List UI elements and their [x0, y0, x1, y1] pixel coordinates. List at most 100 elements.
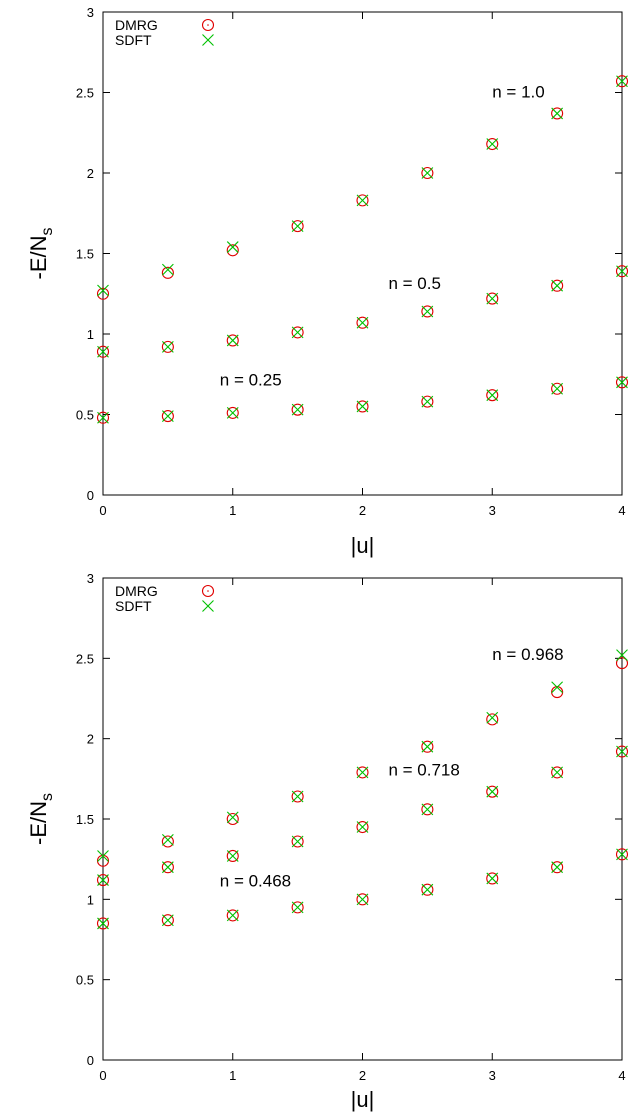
- annotation-label: n = 0.5: [388, 274, 440, 293]
- data-point-sdft: [421, 305, 434, 318]
- data-point-sdft: [616, 75, 628, 88]
- data-point-sdft: [226, 909, 239, 922]
- legend-label: SDFT: [115, 598, 152, 614]
- data-point-sdft: [97, 284, 109, 297]
- data-point-sdft: [226, 241, 239, 253]
- data-point-sdft: [421, 740, 434, 753]
- data-point-sdft: [291, 220, 304, 233]
- data-point-sdft: [356, 400, 369, 413]
- data-point-sdft: [291, 835, 304, 848]
- annotation-label: n = 0.468: [220, 871, 291, 890]
- data-point-sdft: [97, 411, 109, 424]
- data-point-sdft: [551, 107, 564, 120]
- data-point-dmrg: [161, 914, 174, 927]
- data-point-sdft: [551, 861, 564, 874]
- data-point-dmrg: [486, 785, 499, 798]
- legend-label: DMRG: [115, 17, 158, 33]
- data-point-sdft: [291, 403, 304, 416]
- y-tick-label: 2.5: [76, 86, 94, 101]
- y-tick-label: 1.5: [76, 812, 94, 827]
- data-point-sdft: [226, 850, 239, 862]
- legend-label: DMRG: [115, 583, 158, 599]
- data-point-dmrg: [551, 279, 564, 292]
- data-point-dmrg: [226, 406, 239, 419]
- data-point-sdft: [356, 821, 369, 833]
- data-point-dmrg: [421, 395, 434, 408]
- data-point-sdft: [97, 345, 109, 358]
- data-point-dmrg: [615, 657, 629, 670]
- data-point-dmrg: [291, 790, 304, 803]
- data-point-sdft: [486, 785, 499, 798]
- data-point-sdft: [161, 833, 174, 846]
- data-point-dmrg: [226, 244, 239, 257]
- data-point-dmrg: [421, 305, 434, 318]
- y-tick-label: 0: [87, 488, 94, 503]
- y-axis-label-subscript: s: [39, 228, 56, 236]
- data-point-sdft: [291, 326, 304, 339]
- data-point-dmrg: [421, 883, 434, 896]
- y-tick-label: 3: [87, 571, 94, 586]
- data-point-dmrg: [486, 389, 499, 402]
- data-point-sdft: [356, 766, 369, 779]
- data-point-dmrg: [356, 893, 369, 906]
- y-axis-label-main: -E/N: [26, 236, 51, 280]
- data-point-sdft: [486, 138, 499, 150]
- data-point-dmrg: [551, 107, 564, 120]
- data-point-sdft: [421, 167, 434, 179]
- data-point-dmrg: [96, 411, 110, 424]
- data-point-dmrg: [421, 803, 434, 816]
- data-point-dmrg: [161, 835, 174, 848]
- data-point-dmrg: [96, 287, 110, 300]
- annotation-label: n = 0.968: [492, 645, 563, 664]
- data-point-dmrg: [96, 917, 110, 930]
- data-point-sdft: [161, 861, 174, 874]
- data-point-dmrg: [551, 766, 564, 779]
- y-tick-label: 3: [87, 5, 94, 20]
- data-point-dmrg: [615, 75, 629, 88]
- data-point-sdft: [421, 803, 434, 816]
- x-tick-label: 4: [618, 1068, 625, 1083]
- data-point-sdft: [97, 850, 109, 862]
- data-point-dmrg: [226, 849, 239, 863]
- data-point-sdft: [616, 848, 628, 861]
- data-point-dmrg: [486, 872, 499, 885]
- data-point-dmrg: [486, 292, 499, 305]
- data-point-dmrg: [161, 861, 174, 874]
- x-tick-label: 3: [489, 1068, 496, 1083]
- data-point-dmrg: [615, 745, 629, 758]
- y-axis-label: -E/Ns: [26, 228, 56, 280]
- data-point-sdft: [551, 681, 564, 694]
- legend-marker-circle: [201, 18, 215, 32]
- legend-marker-x: [202, 34, 214, 46]
- data-point-dmrg: [356, 316, 369, 329]
- annotation-label: n = 0.25: [220, 371, 282, 390]
- x-tick-label: 2: [359, 1068, 366, 1083]
- data-point-dmrg: [421, 166, 434, 180]
- data-point-sdft: [551, 279, 564, 292]
- data-point-sdft: [486, 292, 499, 305]
- y-tick-label: 0.5: [76, 408, 94, 423]
- data-point-dmrg: [551, 382, 564, 395]
- legend-marker-dot: [207, 24, 209, 26]
- legend-marker-x: [202, 600, 214, 612]
- data-point-dmrg: [421, 740, 434, 753]
- data-point-dmrg: [226, 334, 239, 347]
- data-point-sdft: [226, 334, 239, 347]
- data-point-sdft: [97, 874, 109, 886]
- data-point-dmrg: [161, 266, 174, 279]
- data-point-dmrg: [226, 812, 239, 826]
- data-point-dmrg: [486, 713, 499, 726]
- x-tick-label: 0: [99, 503, 106, 518]
- data-point-dmrg: [161, 410, 174, 423]
- legend-marker-dot: [207, 590, 209, 592]
- data-point-dmrg: [291, 901, 304, 914]
- chart-2: 0 1 2 3 4 0 0.5 1 1.5 2 2.5 3 |u| -E/Ns n = 0.968 n = 0…: [26, 571, 629, 1112]
- data-point-dmrg: [615, 376, 629, 389]
- data-point-dmrg: [291, 403, 304, 416]
- data-point-dmrg: [551, 861, 564, 874]
- data-point-dmrg: [356, 194, 369, 207]
- legend-marker-circle: [201, 584, 215, 598]
- data-point-sdft: [97, 917, 109, 930]
- data-point-sdft: [421, 395, 434, 408]
- data-point-sdft: [226, 811, 239, 824]
